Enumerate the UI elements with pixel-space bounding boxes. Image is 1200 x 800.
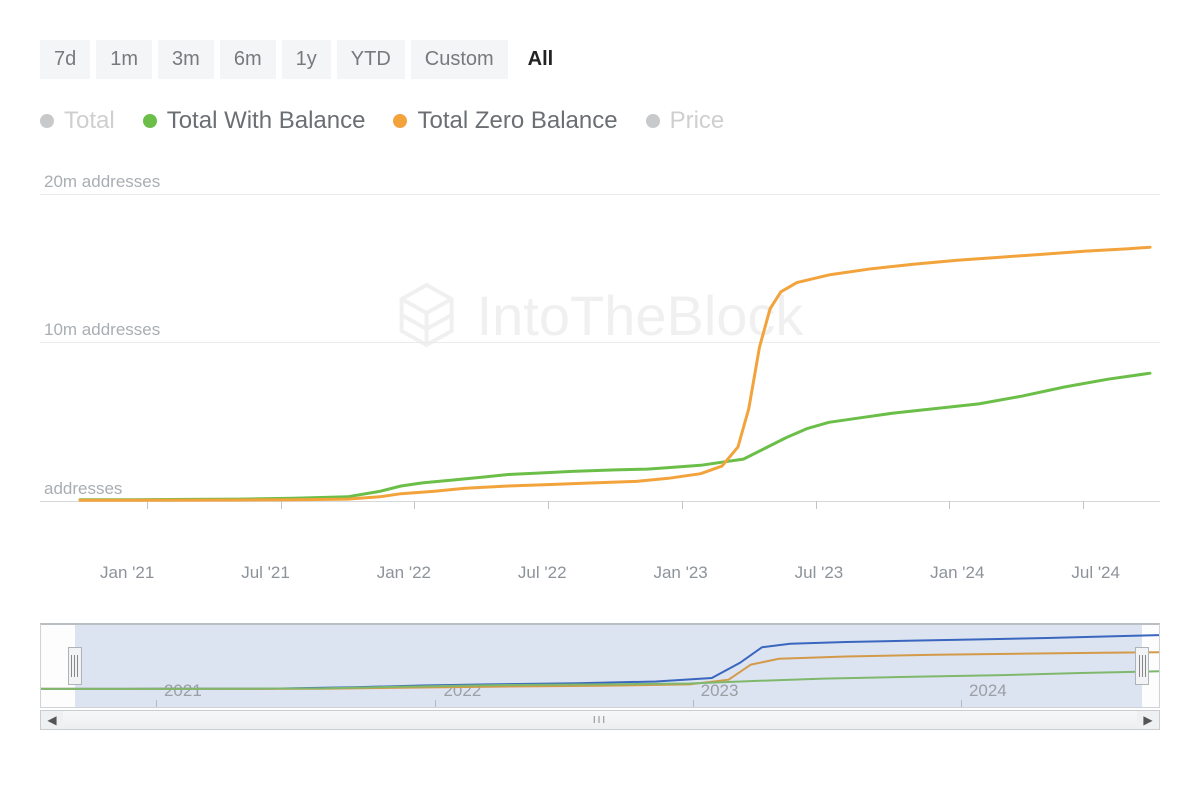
x-tick-label: Jul '21 [241, 563, 290, 583]
range-7d-button[interactable]: 7d [40, 40, 90, 79]
legend-label: Total With Balance [167, 107, 366, 135]
range-1m-button[interactable]: 1m [96, 40, 152, 79]
legend-label: Total [64, 107, 115, 135]
range-6m-button[interactable]: 6m [220, 40, 276, 79]
navigator-chart[interactable]: 2021202220232024 [40, 623, 1160, 708]
x-tick-label: Jan '24 [930, 563, 984, 583]
brush-handle-end[interactable] [1135, 647, 1149, 685]
chart-legend: Total Total With Balance Total Zero Balanc… [40, 107, 1160, 135]
brush-chart-svg [41, 625, 1159, 707]
scroll-right-button[interactable]: ▶ [1137, 711, 1159, 729]
series-total-zero-balance [80, 247, 1150, 500]
legend-dot-icon [393, 114, 407, 128]
range-all-button[interactable]: All [514, 40, 568, 79]
legend-item-total-zero-balance[interactable]: Total Zero Balance [393, 107, 617, 135]
range-custom-button[interactable]: Custom [411, 40, 508, 79]
legend-item-total-with-balance[interactable]: Total With Balance [143, 107, 366, 135]
legend-item-total[interactable]: Total [40, 107, 115, 135]
range-1y-button[interactable]: 1y [282, 40, 331, 79]
scroll-left-button[interactable]: ◀ [41, 711, 63, 729]
brush-series-blue_total [41, 635, 1159, 689]
legend-dot-icon [40, 114, 54, 128]
x-tick-label: Jul '22 [518, 563, 567, 583]
legend-label: Total Zero Balance [417, 107, 617, 135]
x-tick-label: Jan '23 [653, 563, 707, 583]
main-chart-svg [40, 175, 1160, 545]
x-tick-label: Jan '21 [100, 563, 154, 583]
x-tick-label: Jul '23 [795, 563, 844, 583]
legend-label: Price [670, 107, 725, 135]
range-3m-button[interactable]: 3m [158, 40, 214, 79]
x-tick-label: Jan '22 [377, 563, 431, 583]
x-axis-ticks: Jan '21 Jul '21 Jan '22 Jul '22 Jan '23 Jul '… [40, 555, 1160, 583]
range-ytd-button[interactable]: YTD [337, 40, 405, 79]
scroll-track[interactable]: III [63, 711, 1137, 729]
brush-handle-start[interactable] [68, 647, 82, 685]
legend-dot-icon [646, 114, 660, 128]
main-chart: IntoTheBlock 20m addresses10m addressesa… [40, 175, 1160, 545]
legend-dot-icon [143, 114, 157, 128]
legend-item-price[interactable]: Price [646, 107, 725, 135]
navigator-scrollbar[interactable]: ◀ III ▶ [40, 710, 1160, 730]
x-tick-label: Jul '24 [1071, 563, 1120, 583]
time-range-selector: 7d1m3m6m1yYTDCustomAll [40, 40, 1160, 79]
